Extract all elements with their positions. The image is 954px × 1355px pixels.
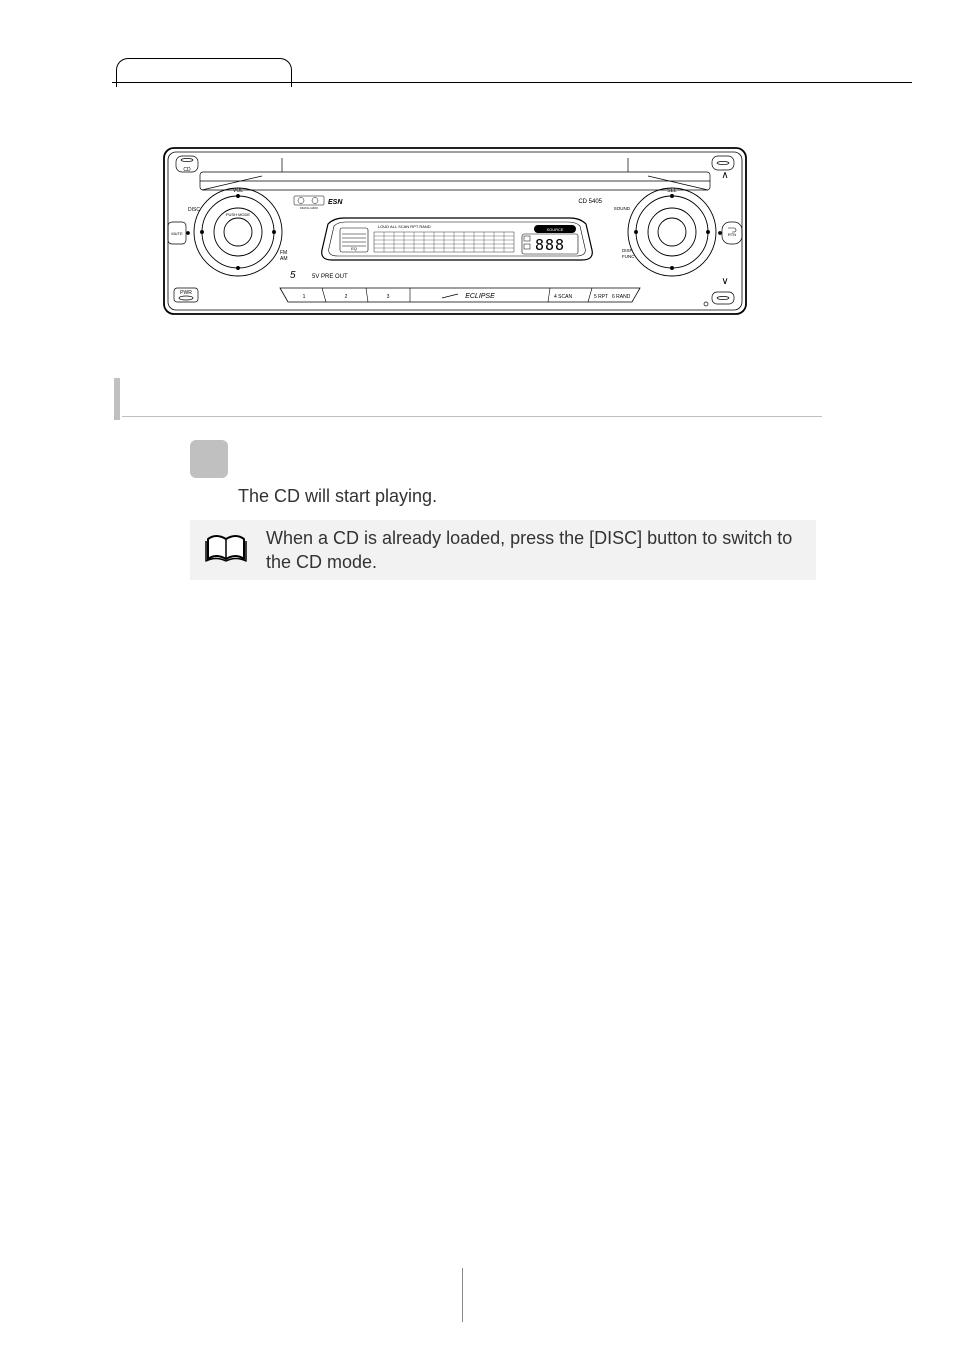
- note-text: When a CD is already loaded, press the […: [266, 526, 804, 575]
- note-box: When a CD is already loaded, press the […: [190, 520, 816, 580]
- preout-label: 5V PRE OUT: [312, 274, 348, 280]
- vol-label: VOL: [233, 188, 243, 194]
- brand-mark: ECLIPSE: [465, 293, 495, 300]
- svg-text:6 RAND: 6 RAND: [612, 294, 631, 300]
- display-top-row: LOUD ALL SCAN RPT RAND: [378, 224, 431, 229]
- svg-text:PUSH MODE: PUSH MODE: [226, 212, 251, 217]
- disc-label: DISC: [188, 207, 200, 213]
- svg-text:DISP: DISP: [622, 248, 633, 253]
- book-icon: [204, 531, 248, 570]
- mute-label: MUTE: [171, 231, 183, 236]
- svg-text:∨: ∨: [721, 276, 728, 287]
- sel-label: SEL: [667, 188, 677, 194]
- preset-4: 4 SCAN: [554, 294, 572, 300]
- preset-3: 3: [387, 294, 390, 300]
- step-badge: [190, 440, 228, 478]
- svg-text:AM: AM: [280, 256, 288, 262]
- pwr-label: PWR: [180, 290, 192, 296]
- preset-1: 1: [303, 294, 306, 300]
- svg-text:5: 5: [290, 270, 296, 281]
- footer-divider: [462, 1268, 463, 1322]
- preset-5: 5 RPT: [594, 294, 608, 300]
- esn-mark: ESN: [328, 199, 343, 206]
- model-label: CD 5405: [578, 199, 602, 205]
- svg-text:∧: ∧: [721, 170, 728, 181]
- preset-2: 2: [345, 294, 348, 300]
- source-label: SOURCE: [546, 227, 563, 232]
- svg-text:888: 888: [535, 236, 565, 254]
- sound-label: SOUND: [614, 206, 631, 211]
- svg-text:FUNC: FUNC: [622, 254, 635, 259]
- eq-label: EQ: [351, 246, 357, 251]
- stereo-front-panel-diagram: CD ∧ PUSH MODE VOL DISC MUTE FM AM: [162, 146, 748, 321]
- body-text-1: The CD will start playing.: [238, 486, 437, 507]
- page-top-rule: [112, 82, 912, 83]
- svg-text:DIGITAL AUDIO: DIGITAL AUDIO: [300, 207, 318, 210]
- eject-label: CD: [183, 167, 191, 173]
- rtn-label: RTN: [728, 232, 736, 237]
